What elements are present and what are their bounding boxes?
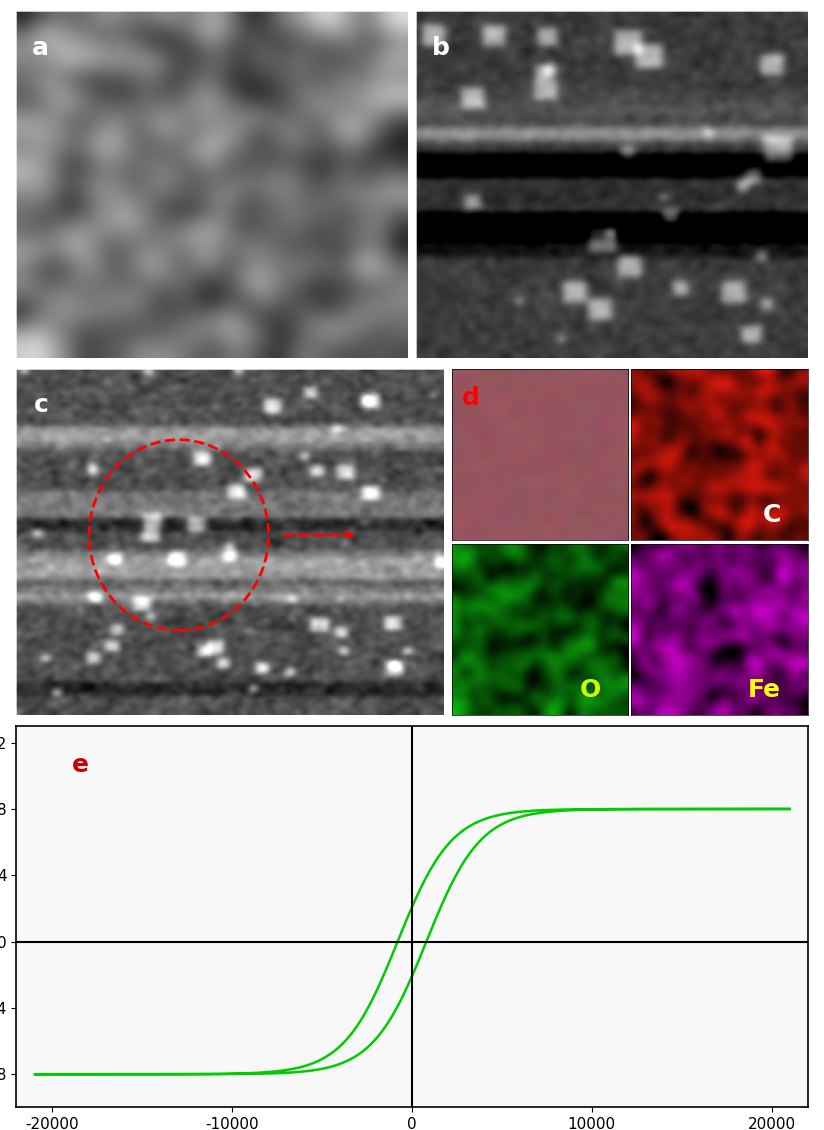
Text: Fe: Fe [748, 678, 781, 702]
Text: a: a [32, 35, 49, 60]
Text: c: c [34, 393, 49, 417]
Text: b: b [432, 35, 449, 60]
Text: d: d [462, 385, 480, 410]
Text: O: O [580, 678, 602, 702]
Text: e: e [72, 753, 89, 776]
Text: C: C [763, 503, 781, 527]
